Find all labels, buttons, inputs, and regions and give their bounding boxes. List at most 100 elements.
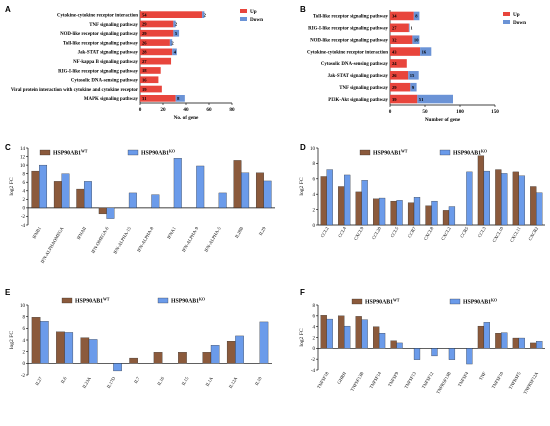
category-label: CXCL8 [423, 225, 435, 241]
data-label-down: 10 [414, 37, 419, 42]
bar-wt [512, 337, 519, 349]
category-label: TNFRSF5 [508, 370, 522, 390]
category-label: CCL2 [320, 225, 330, 238]
category-label: TNFRSF13B [435, 371, 452, 395]
category-label: Cytokine-cytokine receptor interaction [307, 50, 388, 55]
legend-swatch [127, 149, 139, 156]
y-tick-label: -2 [21, 215, 26, 220]
bar-ko [196, 165, 205, 209]
bar-ko [378, 197, 386, 226]
bar-ko [361, 180, 368, 226]
legend-swatch [39, 149, 51, 156]
bar-wt [442, 210, 450, 226]
panel-letter: D [300, 143, 306, 152]
data-label-up: 29 [142, 31, 147, 36]
y-tick-label: 2 [23, 198, 26, 203]
category-label: CXCL11 [509, 225, 522, 243]
bar-ko [483, 322, 490, 349]
bar-wt [530, 342, 537, 349]
bar-ko [210, 345, 220, 364]
y-tick-label: 0 [313, 347, 316, 352]
legend-label: HSP90AB1WT [365, 299, 400, 306]
legend-swatch [240, 9, 247, 13]
legend-swatch [359, 149, 371, 156]
category-label: Viral protein interaction with cytokine … [11, 88, 139, 93]
x-tick-label: 0 [139, 107, 142, 113]
panel-C: C -4 -2 0 2 4 6 8 10 12 14 log2 FC IFNB1IFN-ALPHAOME… [5, 143, 275, 264]
data-label-down: 9 [412, 85, 415, 90]
bar-wt [31, 317, 41, 364]
bar-wt [407, 202, 415, 226]
bar-up [140, 85, 162, 93]
category-label: CXCL10 [491, 225, 504, 243]
y-tick-label: 8 [23, 315, 26, 320]
bar-wt [355, 316, 362, 349]
y-tick-label: -4 [311, 369, 316, 374]
category-label: TNF signaling pathway [89, 23, 138, 28]
y-tick-label: 10 [310, 147, 316, 152]
data-label-down: 2 [171, 40, 174, 45]
legend-label: HSP90AB1WT [75, 298, 110, 305]
panel-letter: A [5, 5, 11, 14]
bar-up [140, 57, 172, 65]
data-label-up: 39 [392, 97, 397, 102]
legend-label: HSP90AB1KO [463, 299, 497, 306]
category-label: TNFSF12 [421, 370, 435, 389]
category-label: Cytokine-cytokine receptor interaction [57, 13, 138, 18]
legend-superscript: WT [393, 299, 400, 303]
bar-down [408, 71, 419, 80]
bar-down [172, 48, 177, 56]
legend-swatch [439, 149, 451, 156]
category-label: IFN-ALPHA-8 [136, 225, 155, 252]
legend-superscript: KO [481, 150, 487, 154]
category-label: TNFSF13 [403, 370, 417, 389]
bar-wt [373, 326, 380, 349]
bar-ko [396, 200, 403, 226]
category-label: IL12A [228, 375, 239, 389]
category-label: IFNB1 [31, 225, 42, 239]
data-label-down: 51 [419, 97, 424, 102]
bar-up [140, 95, 176, 102]
category-label: NF-kappa B signaling pathway [73, 60, 138, 65]
y-tick-label: 4 [313, 193, 316, 198]
legend-label: HSP90AB1WT [373, 150, 408, 157]
bar-wt [31, 170, 40, 209]
bar-ko [431, 200, 438, 226]
bar-ko [326, 318, 333, 349]
panel-letter: E [5, 288, 11, 297]
bar-ko [536, 341, 543, 349]
x-tick-label: 40 [183, 107, 189, 113]
bar-ko [263, 180, 272, 209]
category-label: MAPK signaling pathway [84, 97, 139, 102]
data-label-up: 24 [392, 61, 397, 66]
x-tick-label: 150 [491, 109, 499, 115]
bar-ko [113, 363, 122, 372]
panel-D: D 0 2 4 6 8 10 log2 FC CCL2 CCL4 CXCL9 CCL20 CCL5 CCR… [299, 143, 545, 243]
y-tick-label: 4 [313, 325, 316, 330]
data-label-down: 1 [410, 26, 413, 31]
category-label: IL17D [106, 375, 117, 389]
bar-ko [40, 321, 49, 364]
category-label: IL6 [60, 375, 68, 384]
bar-down [202, 11, 205, 18]
y-tick-label: 0 [313, 224, 316, 229]
bar-ko [501, 173, 508, 226]
bar-up [390, 47, 421, 56]
category-label: PI3K-Akt signaling pathway [328, 98, 388, 103]
y-tick-label: 4 [23, 339, 26, 344]
bar-ko [218, 192, 227, 209]
category-label: Cytosolic DNA-sensing pathway [321, 62, 389, 67]
x-tick-label: 50 [422, 109, 428, 115]
y-tick-label: -4 [21, 224, 26, 229]
bar-ko [61, 173, 70, 209]
bar-ko [344, 174, 351, 226]
y-tick-label: 8 [313, 162, 316, 167]
bar-wt [76, 188, 85, 209]
data-label-up: 29 [142, 22, 147, 27]
bar-ko [88, 339, 98, 364]
bar-down [412, 35, 420, 44]
data-label-up: 34 [392, 14, 397, 19]
category-label: TNFSF13B [349, 371, 364, 392]
panel-B: B 0 50 100 150 Number of gene Toll-like recept… [300, 5, 526, 123]
bar-wt [495, 333, 502, 349]
